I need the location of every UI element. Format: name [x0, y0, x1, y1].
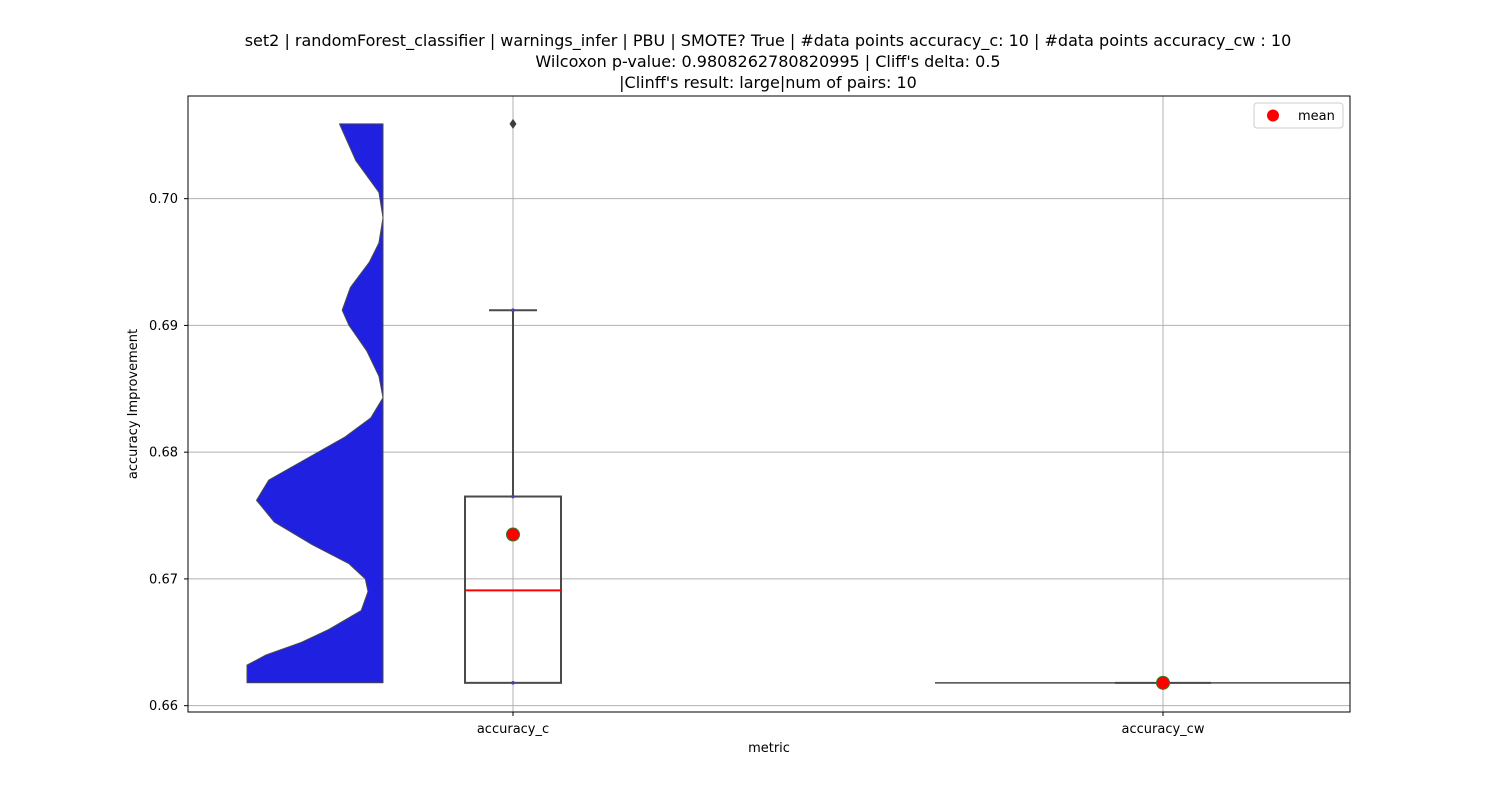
box-accuracy_c — [464, 118, 562, 685]
y-axis: 0.66 0.67 0.68 0.69 0.70 — [149, 192, 188, 714]
outlier-marker — [509, 118, 517, 129]
box-layer — [464, 118, 1350, 690]
chart-title: set2 | randomForest_classifier | warning… — [245, 31, 1292, 92]
y-tick-label: 0.70 — [149, 192, 178, 207]
data-point — [511, 308, 515, 313]
violin-layer — [246, 123, 384, 684]
x-axis-label: metric — [748, 741, 790, 756]
y-tick-label: 0.67 — [149, 572, 178, 587]
title-line-3: |Clinff's result: large|num of pairs: 10 — [619, 73, 917, 92]
y-tick-label: 0.69 — [149, 319, 178, 334]
title-line-2: Wilcoxon p-value: 0.9808262780820995 | C… — [535, 52, 1000, 71]
data-point — [511, 681, 515, 685]
mean-marker — [506, 527, 520, 542]
x-tick-label: accuracy_c — [477, 722, 549, 737]
violin-accuracy-c — [246, 123, 384, 684]
legend-mean-marker — [1267, 109, 1279, 122]
y-tick-label: 0.66 — [149, 699, 178, 714]
y-axis-label: accuracy Improvement — [126, 329, 141, 479]
legend-label: mean — [1298, 109, 1335, 124]
x-tick-label: accuracy_cw — [1122, 722, 1205, 737]
data-point — [511, 494, 515, 499]
mean-marker — [1156, 675, 1170, 690]
legend: mean — [1253, 102, 1344, 129]
title-line-1: set2 | randomForest_classifier | warning… — [245, 31, 1292, 51]
legend-frame — [1253, 102, 1344, 129]
y-tick-label: 0.68 — [149, 446, 178, 461]
box-accuracy_cw — [935, 675, 1350, 690]
x-axis: accuracy_c accuracy_cw — [477, 712, 1205, 737]
plot-area-frame — [187, 95, 1351, 713]
